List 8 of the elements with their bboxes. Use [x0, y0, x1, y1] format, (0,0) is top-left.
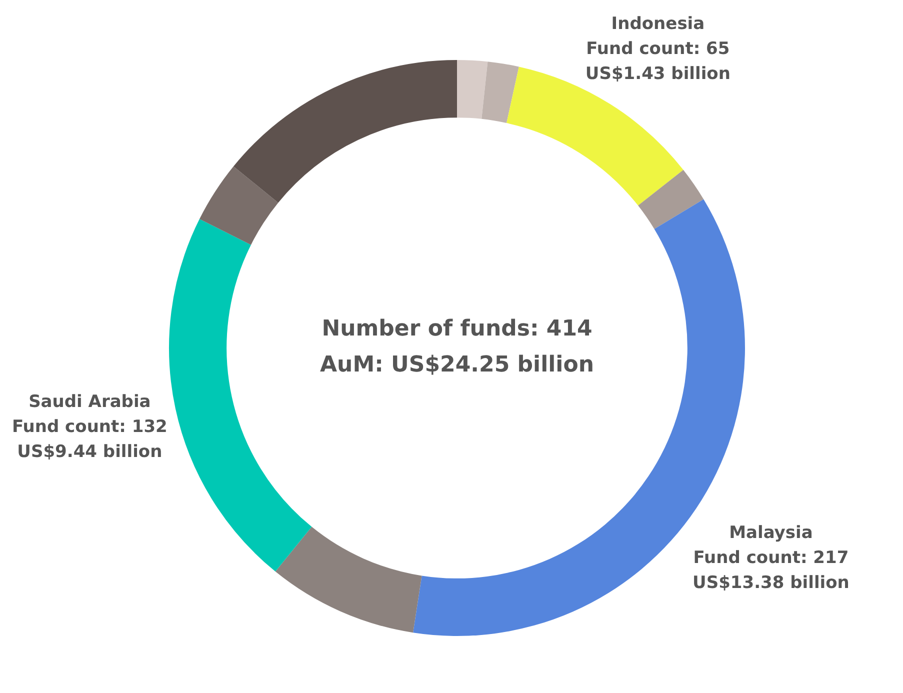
data-label: Fund count: 132 US$9.44 billion	[12, 416, 168, 462]
data-label: Fund count: 217 US$13.38 billion	[692, 548, 850, 593]
slice-label: Indonesia	[611, 14, 705, 34]
text: Number of funds: 414	[322, 316, 592, 342]
slice-label: Malaysia	[729, 522, 813, 543]
slice-label: Saudi Arabia	[28, 392, 151, 412]
text: AuM: US$24.25 billion	[320, 352, 594, 378]
data-label: Fund count: 65 US$1.43 billion	[585, 38, 730, 84]
